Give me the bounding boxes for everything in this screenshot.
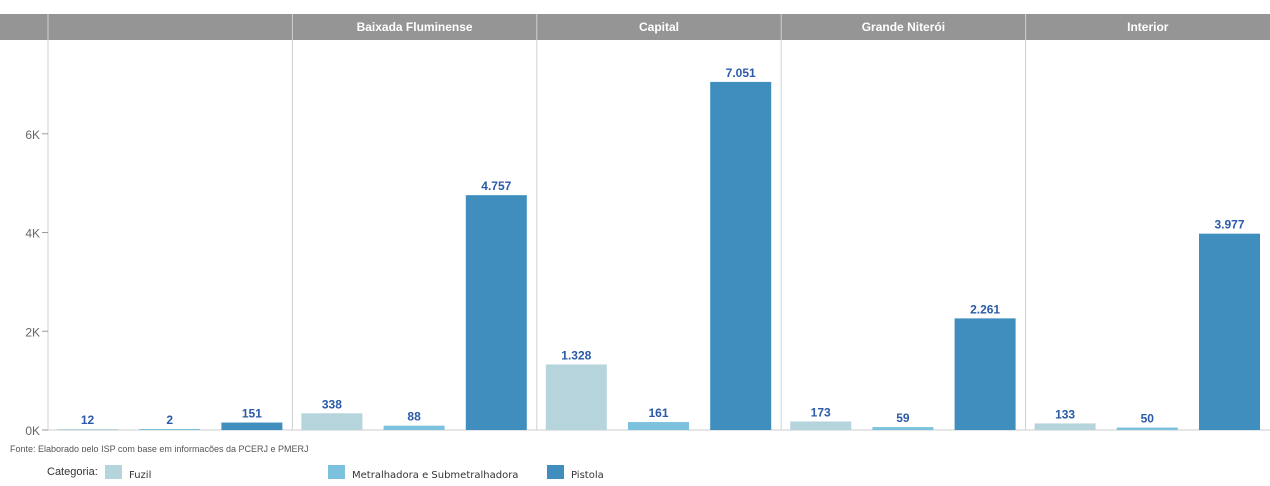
legend-title: Categoria: [47, 466, 98, 478]
data-label-panel2-2: 7.051 [726, 66, 756, 80]
panel-header-3: Grande Niterói [862, 20, 945, 34]
legend-item-metralhadora[interactable]: Metralhadora e Submetralhadora [328, 465, 519, 481]
bar-panel1-0 [301, 413, 363, 430]
data-label-panel4-2: 3.977 [1214, 218, 1244, 232]
bar-panel3-2 [954, 318, 1016, 430]
data-label-panel2-0: 1.328 [561, 348, 591, 362]
bar-panel0-2 [221, 422, 283, 430]
y-tick-label-2: 4K [25, 227, 40, 241]
panel-header-1: Baixada Fluminense [357, 20, 473, 34]
bar-panel0-1 [139, 429, 201, 430]
bar-panel1-1 [383, 425, 445, 430]
legend: Categoria: Fuzil Metralhadora e Submetra… [0, 465, 1270, 486]
legend-label-fuzil: Fuzil [129, 470, 152, 481]
data-label-panel1-2: 4.757 [481, 179, 511, 193]
legend-swatch-pistola [547, 465, 564, 479]
bar-panel4-1 [1116, 427, 1178, 430]
data-label-panel4-0: 133 [1055, 407, 1075, 421]
panel-header-4: Interior [1127, 20, 1169, 34]
y-tick-label-3: 6K [25, 128, 40, 142]
legend-label-pistola: Pistola [571, 470, 604, 481]
legend-item-pistola[interactable]: Pistola [547, 465, 604, 481]
data-label-panel1-0: 338 [322, 397, 342, 411]
legend-item-fuzil[interactable]: Fuzil [105, 465, 152, 481]
data-label-panel4-1: 50 [1141, 412, 1155, 426]
bar-panel2-2 [710, 81, 772, 430]
panel-header-2: Capital [639, 20, 679, 34]
data-label-panel3-1: 59 [896, 411, 910, 425]
bar-panel2-0 [545, 364, 607, 430]
legend-label-metralhadora: Metralhadora e Submetralhadora [352, 470, 519, 481]
y-tick-label-1: 2K [25, 325, 40, 339]
data-label-panel0-2: 151 [242, 407, 262, 421]
legend-swatch-metralhadora [328, 465, 345, 479]
bar-panel2-1 [628, 422, 689, 430]
bar-panel3-1 [872, 427, 934, 430]
source-note: Fonte: Elaborado pelo ISP com base em in… [10, 444, 309, 452]
bar-panel3-0 [790, 421, 852, 430]
data-label-panel2-1: 161 [648, 406, 668, 420]
bar-panel4-2 [1199, 233, 1260, 430]
data-label-panel0-0: 12 [81, 413, 95, 427]
legend-swatch-fuzil [105, 465, 122, 479]
bar-panel4-0 [1034, 423, 1096, 430]
bar-chart: Baixada Fluminense Capital Grande Niterói I… [0, 14, 1270, 438]
data-label-panel3-0: 173 [811, 405, 831, 419]
y-tick-label-0: 0K [25, 424, 40, 438]
data-label-panel0-1: 2 [166, 413, 173, 427]
bar-panel1-2 [465, 195, 527, 430]
header-band [0, 14, 1270, 40]
data-label-panel1-1: 88 [407, 410, 421, 424]
bar-panel0-0 [57, 429, 118, 430]
data-label-panel3-2: 2.261 [970, 302, 1000, 316]
